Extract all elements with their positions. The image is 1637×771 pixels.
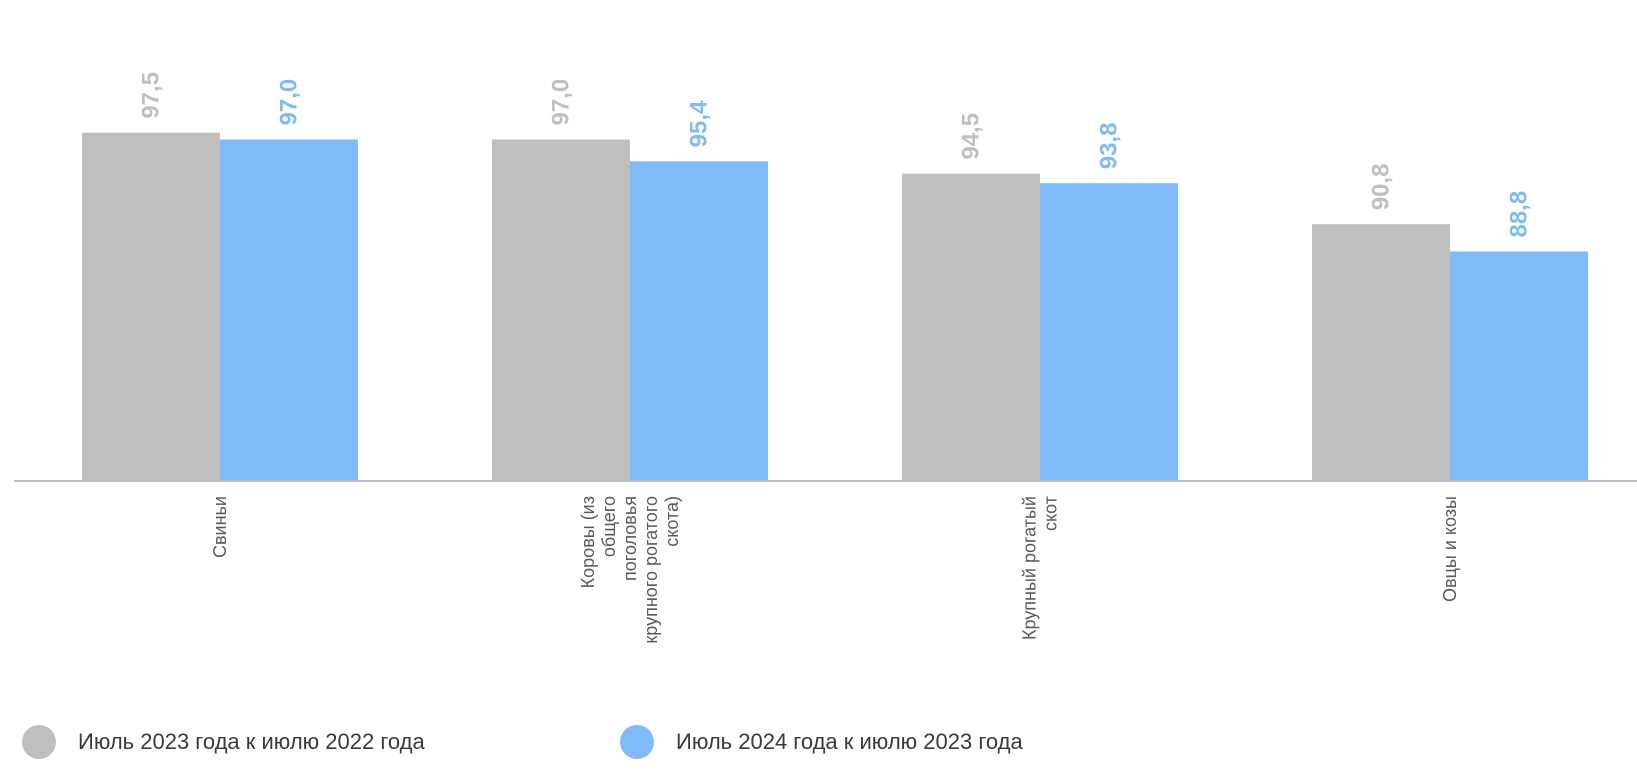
bar-2-3 [1040, 183, 1178, 481]
value-label-2-3: 93,8 [1096, 122, 1123, 169]
bar-1-2 [492, 139, 630, 481]
legend-label-series-1: Июль 2023 года к июлю 2022 года [78, 729, 425, 754]
category-label-text-1: Свиньи [210, 496, 230, 558]
value-label-2-2: 95,4 [686, 100, 713, 147]
category-label-line-2-2: общего [599, 496, 619, 557]
bar-2-1 [220, 139, 358, 481]
category-label-line-2-1: Коровы (из [578, 496, 598, 588]
category-label-2: Коровы (изобщегопоголовьякрупного рогато… [578, 496, 682, 644]
value-label-1-3: 94,5 [958, 113, 985, 160]
category-label-line-2-4: крупного рогатого [641, 496, 661, 644]
bars-layer [82, 132, 1588, 482]
category-label-line-1-1: Свиньи [210, 496, 230, 558]
category-label-text-3: Крупный рогатыйскот [1020, 496, 1061, 640]
bar-1-3 [902, 173, 1040, 481]
value-label-1-2: 97,0 [548, 79, 575, 126]
value-labels-layer: 97,5 97,0 97,0 95,4 94,5 93,8 90,8 88,8 [138, 72, 1533, 238]
category-label-line-3-1: Крупный рогатый [1020, 496, 1040, 640]
category-label-line-4-1: Овцы и козы [1440, 496, 1460, 602]
bar-chart: 97,5 97,0 97,0 95,4 94,5 93,8 90,8 88,8 Свиньи К… [14, 72, 1637, 644]
category-label-line-2-3: поголовья [620, 496, 640, 581]
category-label-1: Свиньи [210, 496, 230, 558]
bar-2-4 [1450, 251, 1588, 481]
bar-1-4 [1312, 224, 1450, 481]
value-label-2-1: 97,0 [276, 79, 303, 126]
legend: Июль 2023 года к июлю 2022 года Июль 202… [0, 725, 1637, 765]
bar-2-2 [630, 161, 768, 481]
category-label-text-2: Коровы (изобщегопоголовьякрупного рогато… [578, 496, 682, 644]
value-label-2-4: 88,8 [1506, 191, 1533, 238]
category-label-4: Овцы и козы [1440, 496, 1460, 602]
category-label-line-3-2: скот [1041, 496, 1061, 531]
legend-item-series-2: Июль 2024 года к июлю 2023 года [620, 725, 1023, 759]
category-labels-layer: Свиньи Коровы (изобщегопоголовьякрупного … [210, 496, 1460, 644]
bar-1-1 [82, 132, 220, 482]
category-label-line-2-5: скота) [662, 496, 682, 547]
legend-swatch-series-2 [620, 725, 654, 759]
legend-swatch-series-1 [22, 725, 56, 759]
legend-item-series-1: Июль 2023 года к июлю 2022 года [22, 725, 425, 759]
value-label-1-4: 90,8 [1368, 163, 1395, 210]
category-label-text-4: Овцы и козы [1440, 496, 1460, 602]
value-label-1-1: 97,5 [138, 72, 165, 119]
category-label-3: Крупный рогатыйскот [1020, 496, 1061, 640]
legend-label-series-2: Июль 2024 года к июлю 2023 года [676, 729, 1023, 754]
